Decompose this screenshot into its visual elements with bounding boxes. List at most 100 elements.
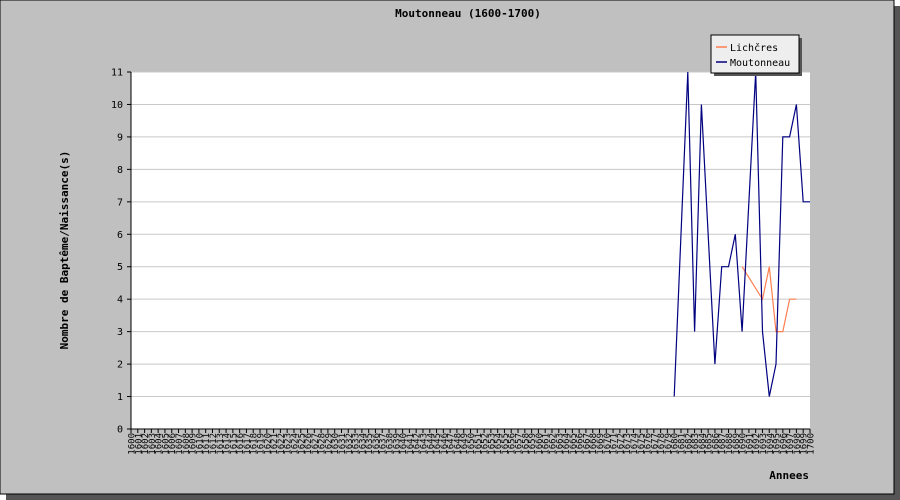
x-tick-label: 1622 — [277, 433, 287, 455]
x-tick-label: 1667 — [582, 433, 592, 455]
x-tick-label: 1677 — [650, 433, 660, 455]
x-tick-label: 1621 — [270, 433, 280, 455]
x-tick-label: 1661 — [542, 433, 552, 455]
x-tick-label: 1693 — [759, 433, 769, 455]
x-tick-label: 1612 — [209, 433, 219, 455]
x-tick-label: 1684 — [698, 433, 708, 455]
x-tick-label: 1643 — [419, 433, 429, 455]
x-tick-label: 1697 — [786, 433, 796, 455]
x-tick-label: 1656 — [508, 433, 518, 455]
x-tick-label: 1636 — [372, 433, 382, 455]
x-tick-label: 1650 — [467, 433, 477, 455]
x-tick-label: 1628 — [318, 433, 328, 455]
x-tick-label: 1676 — [644, 433, 654, 455]
x-tick-label: 1602 — [141, 433, 151, 455]
y-tick-label: 9 — [117, 132, 123, 143]
x-tick-label: 1690 — [739, 433, 749, 455]
y-tick-label: 0 — [117, 425, 123, 436]
x-tick-label: 1609 — [189, 433, 199, 455]
x-tick-label: 1631 — [338, 433, 348, 455]
y-tick-label: 4 — [117, 295, 123, 306]
x-tick-label: 1654 — [494, 433, 504, 455]
x-tick-label: 1603 — [148, 433, 158, 455]
x-tick-label: 1658 — [521, 433, 531, 455]
x-tick-label: 1660 — [535, 433, 545, 455]
x-tick-label: 1624 — [290, 433, 300, 455]
x-tick-label: 1662 — [548, 433, 558, 455]
y-tick-label: 1 — [117, 392, 123, 403]
x-tick-label: 1633 — [352, 433, 362, 455]
x-tick-label: 1687 — [718, 433, 728, 455]
x-tick-label: 1672 — [616, 433, 626, 455]
x-tick-label: 1618 — [250, 433, 260, 455]
legend-label-lichcres: Lichčres — [730, 42, 778, 54]
legend-box — [710, 34, 800, 74]
x-axis-label: Annees — [769, 469, 809, 482]
y-tick-label: 10 — [111, 100, 123, 111]
x-tick-label: 1627 — [311, 433, 321, 455]
x-tick-label: 1641 — [406, 433, 416, 455]
x-tick-label: 1613 — [216, 433, 226, 455]
x-tick-label: 1699 — [800, 433, 810, 455]
x-tick-label: 1629 — [324, 433, 334, 455]
x-tick-label: 1680 — [671, 433, 681, 455]
x-tick-label: 1659 — [528, 433, 538, 455]
x-tick-label: 1663 — [555, 433, 565, 455]
x-tick-label: 1688 — [725, 433, 735, 455]
series-layer — [673, 71, 810, 397]
x-tick-label: 1664 — [562, 433, 572, 455]
y-tick-label: 7 — [117, 197, 123, 208]
x-tick-label: 1607 — [175, 433, 185, 455]
x-tick-label: 1675 — [637, 433, 647, 455]
x-tick-label: 1635 — [365, 433, 375, 455]
x-tick-label: 1619 — [257, 433, 267, 455]
y-axis-ticks: 0 1 2 3 4 5 6 7 8 9 10 11 — [111, 68, 131, 436]
x-tick-label: 1666 — [576, 433, 586, 455]
x-tick-label: 1671 — [610, 433, 620, 455]
x-tick-label: 1625 — [297, 433, 307, 455]
legend-label-moutonneau: Moutonneau — [730, 58, 790, 69]
x-tick-label: 1606 — [168, 433, 178, 455]
x-tick-label: 1691 — [745, 433, 755, 455]
x-tick-label: 1601 — [134, 433, 144, 455]
x-tick-label: 1639 — [392, 433, 402, 455]
x-tick-label: 1608 — [182, 433, 192, 455]
x-tick-label: 1645 — [433, 433, 443, 455]
x-tick-label: 1657 — [515, 433, 525, 455]
x-tick-label: 1646 — [440, 433, 450, 455]
x-tick-label: 1683 — [691, 433, 701, 455]
x-tick-label: 1692 — [752, 433, 762, 455]
x-tick-label: 1610 — [195, 433, 205, 455]
x-tick-label: 1682 — [684, 433, 694, 455]
series-line-moutonneau — [673, 71, 810, 397]
x-tick-label: 1700 — [807, 433, 817, 455]
x-tick-label: 1673 — [623, 433, 633, 455]
x-tick-label: 1669 — [596, 433, 606, 455]
chart-title: Moutonneau (1600-1700) — [395, 7, 541, 20]
x-tick-label: 1611 — [202, 433, 212, 455]
x-tick-label: 1655 — [501, 433, 511, 455]
x-tick-label: 1620 — [263, 433, 273, 455]
x-tick-label: 1647 — [447, 433, 457, 455]
x-tick-label: 1644 — [426, 433, 436, 455]
x-tick-label: 1696 — [779, 433, 789, 455]
x-tick-label: 1689 — [732, 433, 742, 455]
y-tick-label: 8 — [117, 165, 123, 176]
x-tick-label: 1651 — [474, 433, 484, 455]
x-tick-label: 1617 — [243, 433, 253, 455]
x-tick-label: 1626 — [304, 433, 314, 455]
x-tick-label: 1681 — [677, 433, 687, 455]
x-tick-label: 1678 — [657, 433, 667, 455]
x-tick-label: 1616 — [236, 433, 246, 455]
series-line-lich-res — [741, 266, 797, 333]
y-tick-label: 6 — [117, 230, 123, 241]
x-tick-label: 1648 — [453, 433, 463, 455]
x-tick-label: 1615 — [229, 433, 239, 455]
y-tick-label: 5 — [117, 262, 123, 273]
x-tick-label: 1665 — [569, 433, 579, 455]
x-tick-label: 1600 — [128, 433, 138, 455]
x-tick-label: 1642 — [413, 433, 423, 455]
x-tick-label: 1674 — [630, 433, 640, 455]
x-axis-ticks: 1600160116021603160416051606160716081609… — [128, 429, 817, 455]
